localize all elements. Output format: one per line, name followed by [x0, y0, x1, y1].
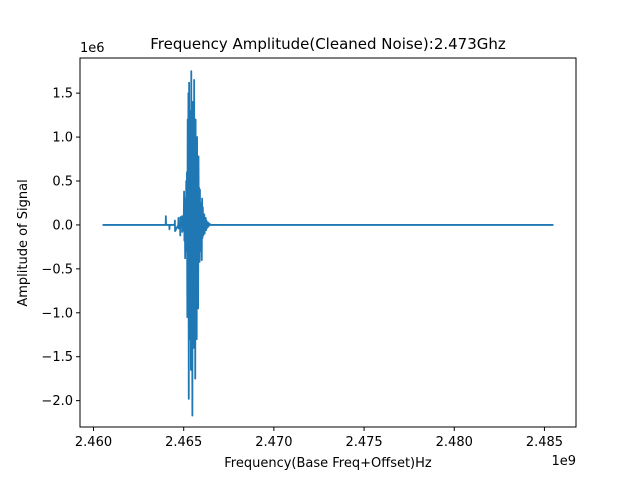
plot-area	[79, 57, 577, 428]
axes-frame	[79, 57, 577, 428]
y-tick-label: 0.0	[52, 218, 73, 233]
x-axis-label: Frequency(Base Freq+Offset)Hz	[224, 456, 432, 471]
x-tick-label: 2.470	[255, 435, 292, 450]
x-tick-label: 2.485	[526, 435, 563, 450]
y-tick-label: −0.5	[41, 262, 73, 277]
x-tick-label: 2.475	[345, 435, 382, 450]
y-tick-label: −1.0	[41, 306, 73, 321]
y-tick-label: 1.5	[52, 87, 73, 102]
y-axis: 1.5 1.0 0.5 0.0 −0.5 −1.0 −1.5 −2.0	[41, 87, 80, 409]
y-axis-label: Amplitude of Signal	[16, 179, 31, 306]
x-tick-label: 2.465	[165, 435, 202, 450]
series-line-0	[102, 70, 554, 417]
y-tick-label: 1.0	[52, 131, 73, 146]
chart-title: Frequency Amplitude(Cleaned Noise):2.473…	[150, 35, 506, 53]
y-tick-label: −2.0	[41, 394, 73, 409]
y-tick-label: −1.5	[41, 350, 73, 365]
x-offset-label: 1e9	[551, 454, 576, 469]
x-tick-label: 2.480	[436, 435, 473, 450]
x-axis: 2.460 2.465 2.470 2.475 2.480 2.485	[75, 427, 563, 450]
y-offset-label: 1e6	[80, 41, 105, 56]
y-tick-label: 0.5	[52, 175, 73, 190]
x-tick-label: 2.460	[75, 435, 112, 450]
